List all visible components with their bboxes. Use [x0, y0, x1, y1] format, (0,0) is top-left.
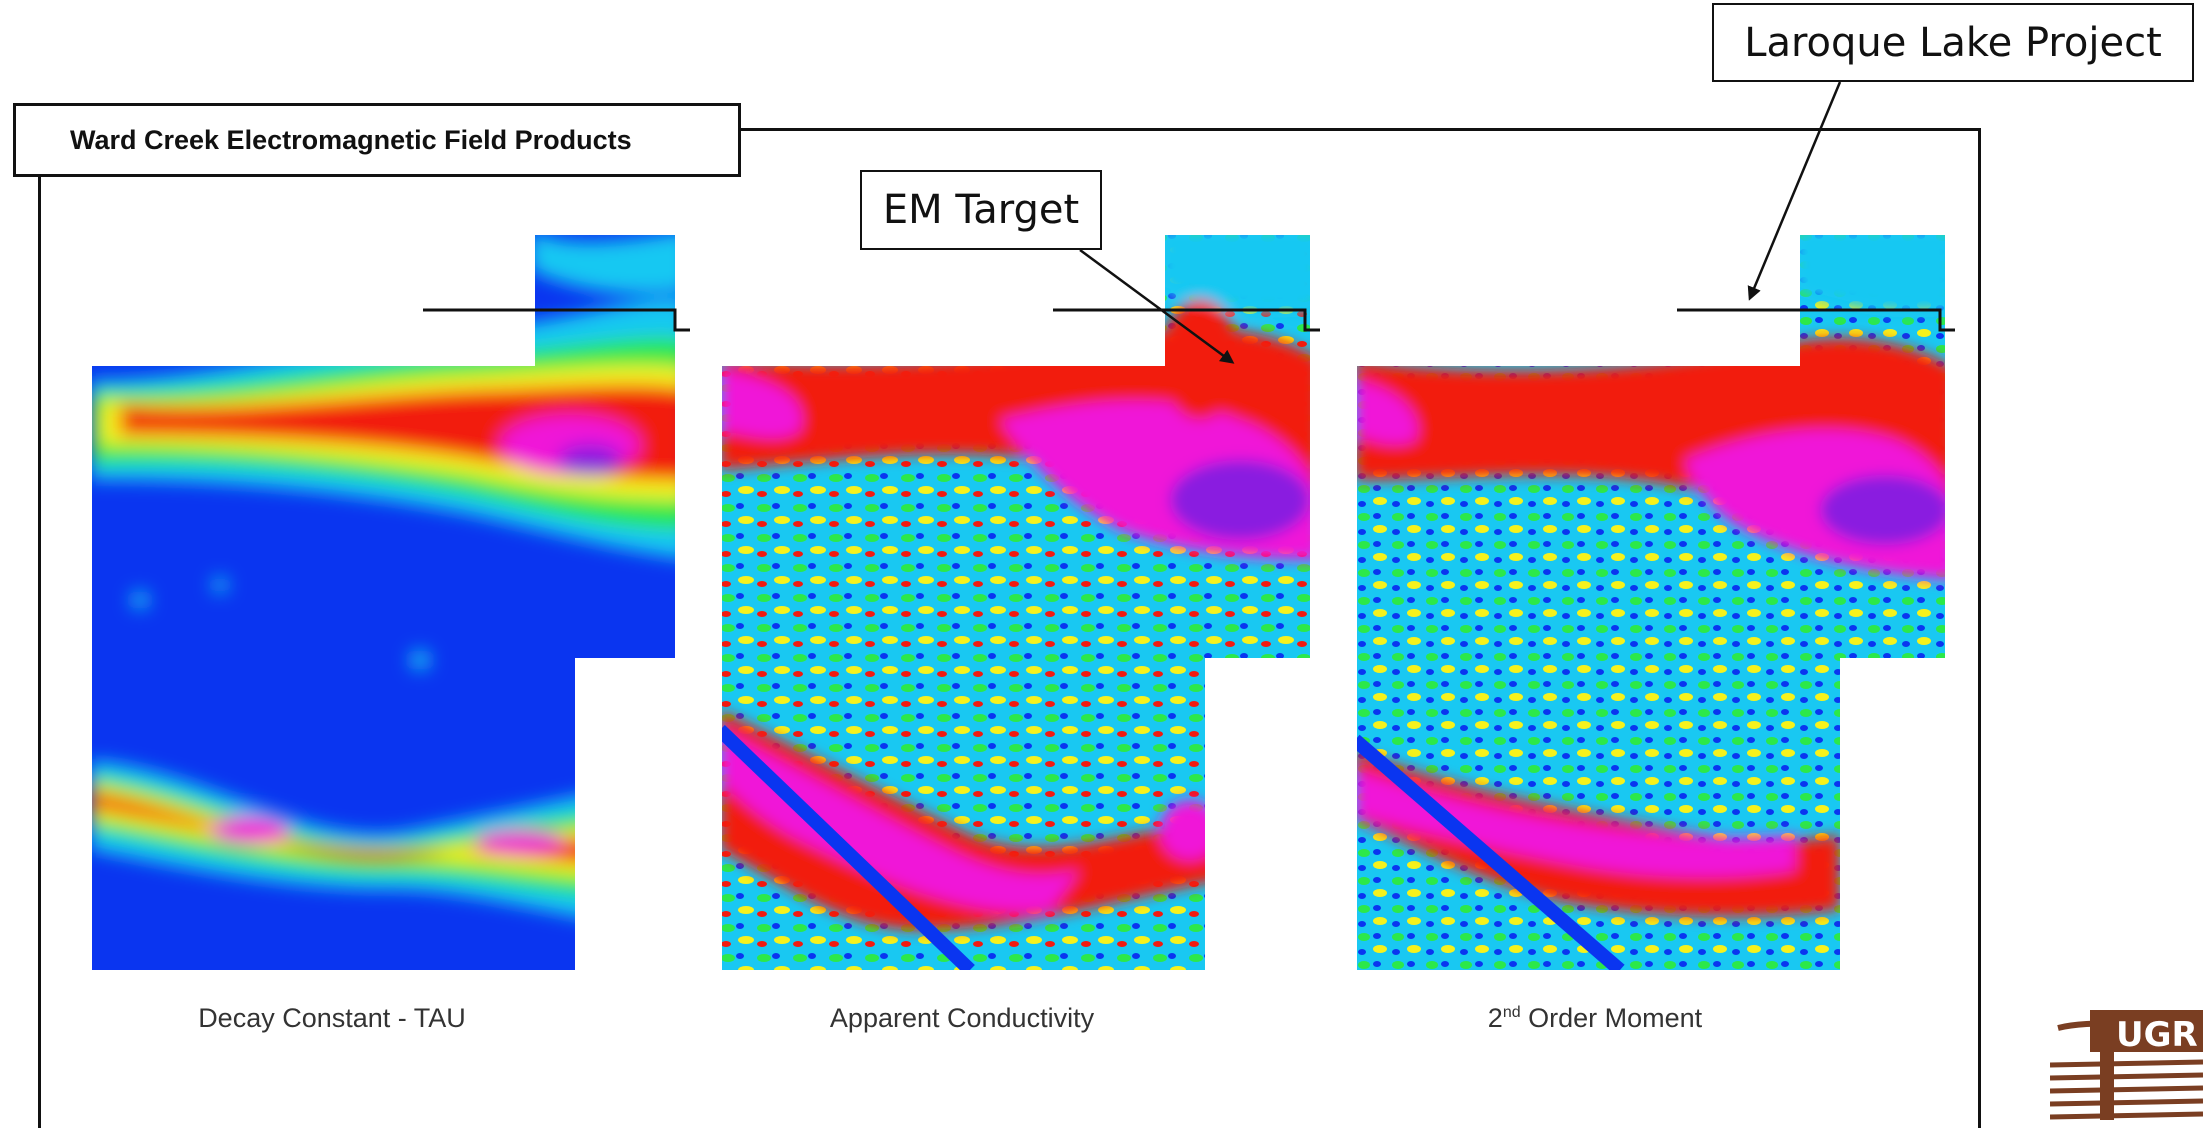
apparent-conductivity-map: [722, 235, 1320, 970]
moment-caption-superscript: nd: [1502, 1004, 1521, 1021]
tau-caption: Decay Constant - TAU: [198, 1003, 466, 1033]
logo-text: UGR: [2116, 1015, 2198, 1055]
project-arrow: [1747, 81, 1842, 301]
company-logo: UGR: [2050, 990, 2203, 1123]
em-target-arrow: [1079, 248, 1235, 364]
page-title: Ward Creek Electromagnetic Field Product…: [13, 103, 741, 177]
tau-map: [92, 235, 690, 970]
project-callout: Laroque Lake Project: [1712, 3, 2194, 82]
moment-caption-prefix: 2: [1487, 1003, 1503, 1033]
moment-caption-suffix: Order Moment: [1520, 1003, 1703, 1033]
map-frame: [38, 128, 1981, 1128]
second-order-moment-map: [1357, 235, 1955, 970]
em-target-callout: EM Target: [860, 170, 1102, 250]
conductivity-caption: Apparent Conductivity: [829, 1003, 1095, 1033]
moment-caption: 2nd Order Moment: [1445, 1003, 1745, 1034]
